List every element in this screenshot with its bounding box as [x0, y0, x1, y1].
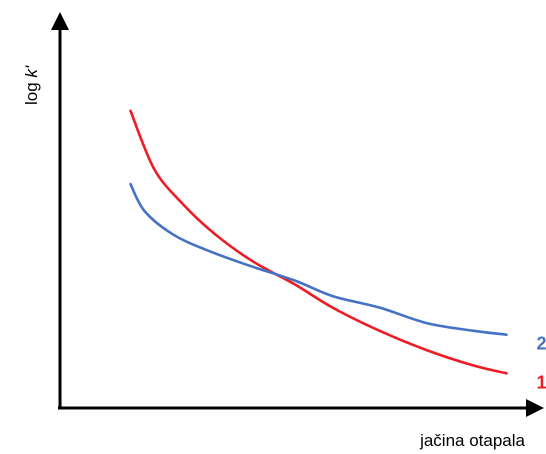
- series-line-1: [129, 109, 508, 375]
- series-layer: [129, 109, 508, 375]
- x-axis-label: jačina otapala: [419, 431, 525, 450]
- y-axis-label: log k': [22, 65, 41, 105]
- y-axis-label-italic: k': [22, 65, 41, 78]
- series-label-1: 1: [537, 372, 546, 392]
- series-line-2: [129, 182, 508, 336]
- y-axis-arrow: [51, 12, 69, 30]
- x-axis-arrow: [526, 399, 544, 417]
- series-label-2: 2: [537, 334, 546, 354]
- y-axis-label-main: log: [22, 78, 41, 105]
